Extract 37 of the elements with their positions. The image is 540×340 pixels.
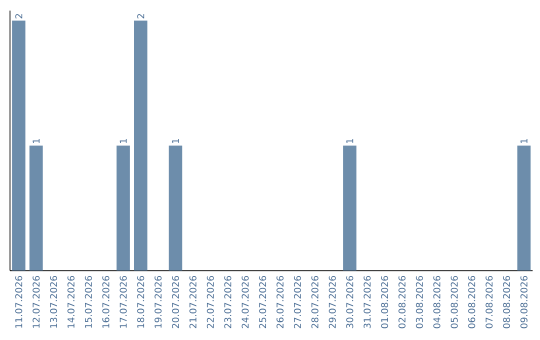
x-tick-label: 07.08.2026 — [486, 276, 493, 328]
x-tick-label: 31.07.2026 — [364, 276, 371, 328]
x-tick-label: 11.07.2026 — [15, 276, 22, 328]
x-tick-label: 03.08.2026 — [416, 276, 423, 328]
data-label: 2 — [137, 14, 144, 18]
x-tick-label: 26.07.2026 — [276, 276, 284, 328]
x-tick-label: 04.08.2026 — [433, 276, 440, 328]
x-tick-label: 28.07.2026 — [311, 276, 318, 328]
data-label: 1 — [172, 138, 179, 144]
data-label: 1 — [32, 138, 40, 144]
x-tick-label: 02.08.2026 — [398, 276, 406, 328]
x-tick-label: 01.08.2026 — [381, 276, 388, 328]
x-tick-label: 18.07.2026 — [137, 276, 144, 328]
data-label: 2 — [15, 14, 22, 18]
data-label: 1 — [346, 138, 354, 144]
x-tick-label: 08.08.2026 — [503, 276, 510, 328]
x-tick-label: 16.07.2026 — [102, 276, 110, 328]
data-label: 1 — [120, 138, 127, 144]
data-label: 1 — [520, 138, 528, 144]
x-tick-label: 25.07.2026 — [259, 276, 266, 328]
x-tick-label: 30.07.2026 — [346, 276, 354, 328]
x-tick-label: 14.07.2026 — [67, 276, 74, 328]
x-tick-label: 23.07.2026 — [224, 276, 232, 328]
x-tick-label: 19.07.2026 — [154, 276, 162, 328]
x-tick-label: 13.07.2026 — [50, 276, 58, 328]
x-tick-label: 09.08.2026 — [520, 276, 528, 328]
x-tick-label: 29.07.2026 — [328, 276, 336, 328]
x-tick-label: 24.07.2026 — [242, 276, 249, 328]
x-tick-label: 27.07.2026 — [294, 276, 301, 328]
x-tick-label: 20.07.2026 — [172, 276, 180, 328]
x-tick-label: 06.08.2026 — [468, 276, 476, 328]
x-tick-label: 17.07.2026 — [120, 276, 127, 328]
x-tick-label: 12.07.2026 — [32, 276, 40, 328]
x-tick-label: 22.07.2026 — [206, 276, 214, 328]
x-tick-label: 05.08.2026 — [450, 276, 458, 328]
x-tick-label: 15.07.2026 — [84, 276, 92, 328]
x-tick-label: 21.07.2026 — [189, 276, 196, 328]
